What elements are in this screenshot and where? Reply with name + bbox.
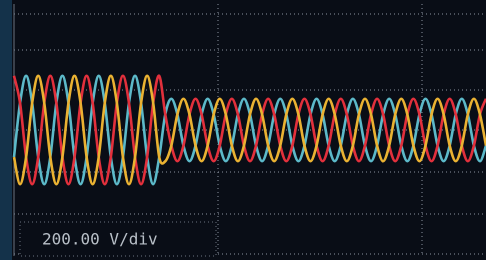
left-edge	[0, 0, 12, 260]
page: 200.00 V/div (() => { const data = JSON.…	[0, 0, 486, 260]
scope-screen: 200.00 V/div	[0, 0, 486, 260]
scale-label: 200.00 V/div	[42, 230, 158, 249]
